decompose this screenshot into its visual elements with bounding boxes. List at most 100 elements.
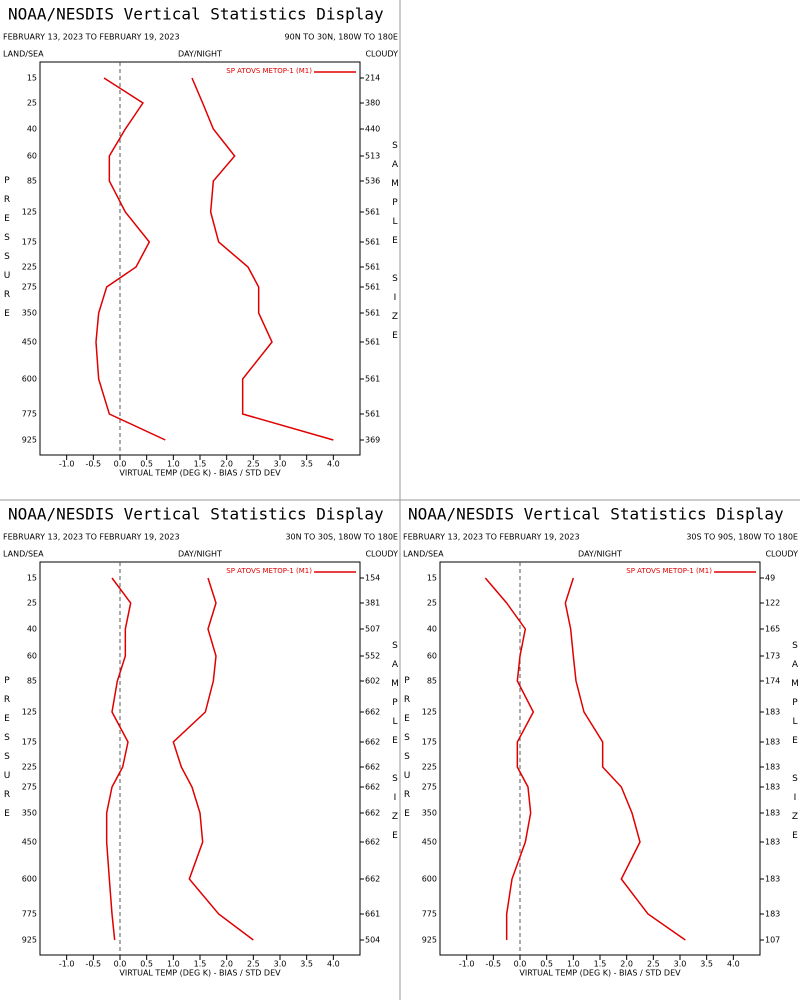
x-tick-label: 4.0 — [727, 960, 740, 969]
y-tick-label: 60 — [427, 652, 437, 661]
sample-size: 552 — [365, 652, 380, 661]
sample-size: 561 — [365, 208, 380, 217]
y-tick-label: 15 — [27, 574, 37, 583]
y-tick-label: 450 — [422, 838, 437, 847]
sample-size: 369 — [365, 436, 380, 445]
legend-label: SP ATOVS METOP-1 (M1) — [226, 567, 312, 575]
sample-size: 381 — [365, 599, 380, 608]
x-tick-label: 3.5 — [300, 460, 313, 469]
land-sea: LAND/SEA — [3, 50, 44, 59]
x-tick-label: -0.5 — [486, 960, 502, 969]
sample-size-label: SAMPLE SIZE — [790, 641, 800, 850]
sample-size: 561 — [365, 283, 380, 292]
sample-size: 183 — [765, 910, 780, 919]
y-tick-label: 40 — [27, 625, 37, 634]
sample-size: 662 — [365, 783, 380, 792]
sample-size: 536 — [365, 177, 380, 186]
bias-line — [484, 577, 535, 940]
y-axis-label: PRESSURE — [2, 176, 12, 328]
day-night: DAY/NIGHT — [178, 50, 222, 59]
date-range: FEBRUARY 13, 2023 TO FEBRUARY 19, 2023 — [3, 33, 180, 42]
y-tick-label: 350 — [22, 309, 37, 318]
x-tick-label: 0.5 — [540, 960, 553, 969]
legend-label: SP ATOVS METOP-1 (M1) — [626, 567, 712, 575]
sample-size: 154 — [365, 574, 380, 583]
sample-size: 107 — [765, 936, 780, 945]
y-tick-label: 275 — [422, 783, 437, 792]
y-tick-label: 925 — [422, 936, 437, 945]
x-tick-label: 1.5 — [594, 960, 607, 969]
x-tick-label: 0.0 — [114, 960, 127, 969]
sample-size-label: SAMPLE SIZE — [390, 141, 400, 350]
plot-frame — [439, 561, 761, 956]
y-tick-label: 925 — [22, 936, 37, 945]
sample-size: 183 — [765, 763, 780, 772]
y-tick-label: 60 — [27, 652, 37, 661]
y-tick-label: 275 — [22, 283, 37, 292]
sample-size: 507 — [365, 625, 380, 634]
sample-size: 183 — [765, 809, 780, 818]
x-tick-label: 2.0 — [620, 960, 633, 969]
y-tick-label: 85 — [427, 677, 437, 686]
y-tick-label: 60 — [27, 152, 37, 161]
sample-size: 561 — [365, 338, 380, 347]
sample-size: 513 — [365, 152, 380, 161]
x-tick-label: 3.0 — [274, 960, 287, 969]
sample-size: 174 — [765, 677, 780, 686]
sample-size: 662 — [365, 763, 380, 772]
x-axis-label: VIRTUAL TEMP (DEG K) - BIAS / STD DEV — [519, 969, 681, 978]
chart-title: NOAA/NESDIS Vertical Statistics Display — [408, 505, 784, 524]
sample-size: 440 — [365, 125, 380, 134]
sample-size: 561 — [365, 309, 380, 318]
y-tick-label: 225 — [422, 763, 437, 772]
x-axis-label: VIRTUAL TEMP (DEG K) - BIAS / STD DEV — [119, 469, 281, 478]
panel: NOAA/NESDIS Vertical Statistics Display F… — [403, 505, 798, 978]
x-tick-label: 0.5 — [140, 960, 153, 969]
y-tick-label: 350 — [422, 809, 437, 818]
bias-line — [105, 577, 132, 941]
cloudy: CLOUDY — [365, 550, 398, 559]
day-night: DAY/NIGHT — [178, 550, 222, 559]
y-tick-label: 275 — [22, 783, 37, 792]
region: 30N TO 30S, 180W TO 180E — [285, 533, 398, 542]
y-tick-label: 600 — [22, 875, 37, 884]
sample-size: 183 — [765, 838, 780, 847]
y-axis-label: PRESSURE — [402, 676, 412, 828]
sample-size: 214 — [365, 74, 380, 83]
y-tick-label: 450 — [22, 338, 37, 347]
x-tick-label: -0.5 — [86, 960, 102, 969]
sample-size: 183 — [765, 875, 780, 884]
y-tick-label: 15 — [27, 74, 37, 83]
std-dev-line — [172, 577, 254, 941]
x-tick-label: 0.5 — [140, 460, 153, 469]
sample-size: 561 — [365, 375, 380, 384]
y-tick-label: 125 — [22, 708, 37, 717]
region: 90N TO 30N, 180W TO 180E — [285, 33, 398, 42]
y-tick-label: 85 — [27, 677, 37, 686]
legend-label: SP ATOVS METOP-1 (M1) — [226, 67, 312, 75]
y-tick-label: 175 — [22, 738, 37, 747]
sample-size: 662 — [365, 708, 380, 717]
sample-size-label: SAMPLE SIZE — [390, 641, 400, 850]
y-tick-label: 450 — [22, 838, 37, 847]
std-dev-line — [564, 577, 686, 941]
sample-size: 561 — [365, 263, 380, 272]
y-tick-label: 125 — [22, 208, 37, 217]
x-tick-label: -1.0 — [59, 460, 75, 469]
x-tick-label: 1.0 — [167, 960, 180, 969]
x-tick-label: -0.5 — [86, 460, 102, 469]
x-tick-label: 2.5 — [647, 960, 660, 969]
x-tick-label: 2.5 — [247, 460, 260, 469]
x-tick-label: 3.0 — [674, 960, 687, 969]
x-tick-label: 3.5 — [700, 960, 713, 969]
sample-size: 662 — [365, 875, 380, 884]
panel: NOAA/NESDIS Vertical Statistics Display F… — [3, 5, 398, 478]
region: 30S TO 90S, 180W TO 180E — [686, 533, 798, 542]
sample-size: 561 — [365, 238, 380, 247]
sample-size: 380 — [365, 99, 380, 108]
y-tick-label: 85 — [27, 177, 37, 186]
y-tick-label: 15 — [427, 574, 437, 583]
bias-line — [95, 77, 166, 441]
